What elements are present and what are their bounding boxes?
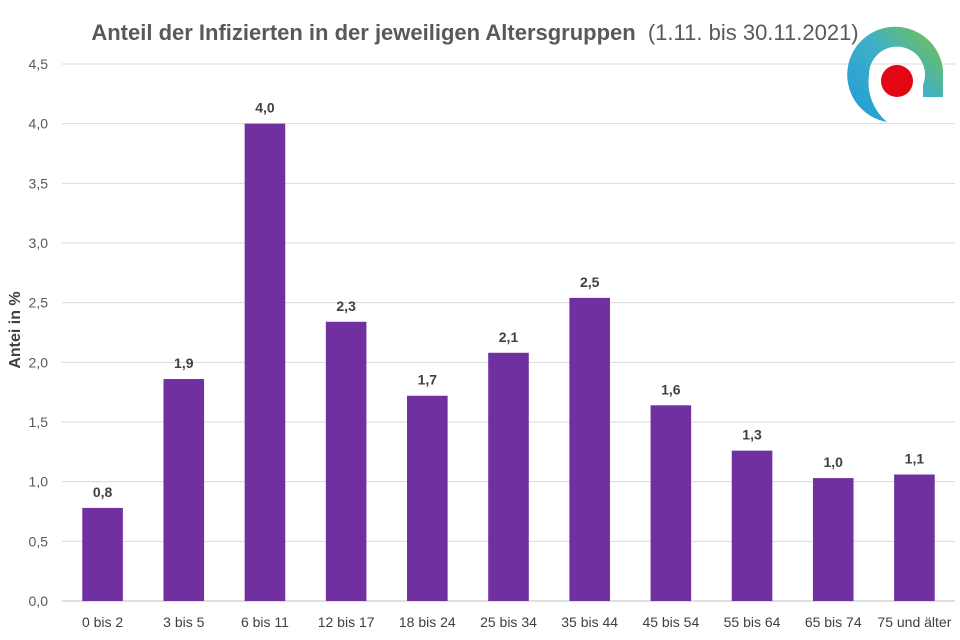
data-label: 1,1: [905, 451, 925, 467]
bar: [894, 474, 935, 601]
bars: [82, 123, 935, 602]
y-tick-label: 1,0: [29, 474, 49, 490]
y-tick-label: 2,5: [29, 295, 49, 311]
data-label: 1,6: [661, 381, 681, 397]
data-label: 2,1: [499, 329, 519, 345]
y-tick-label: 0,0: [29, 593, 49, 609]
data-labels: 0,8 1,9 4,0 2,3 1,7 2,1 2,5 1,6 1,3 1,0 1,1: [93, 100, 924, 500]
bar: [82, 507, 123, 601]
chart-title-period: (1.11. bis 30.11.2021): [648, 20, 859, 45]
data-label: 1,3: [742, 427, 762, 443]
chart-title: Anteil der Infizierten in der jeweiligen…: [91, 20, 858, 45]
chart-title-main: Anteil der Infizierten in der jeweiligen…: [91, 20, 635, 45]
y-tick-label: 0,5: [29, 533, 49, 549]
y-tick-label: 3,5: [29, 175, 49, 191]
x-tick-label: 3 bis 5: [163, 614, 204, 630]
bar: [488, 352, 529, 601]
bar: [325, 321, 367, 601]
y-axis-ticks: 0,0 0,5 1,0 1,5 2,0 2,5 3,0 3,5 4,0 4,5: [29, 56, 49, 609]
y-tick-label: 4,0: [29, 116, 49, 132]
x-tick-label: 75 und älter: [877, 614, 951, 630]
y-tick-label: 4,5: [29, 56, 49, 72]
x-tick-label: 65 bis 74: [805, 614, 862, 630]
x-tick-label: 6 bis 11: [241, 614, 289, 630]
data-label: 1,7: [418, 372, 438, 388]
y-tick-label: 2,0: [29, 354, 49, 370]
logo-icon: [847, 26, 943, 123]
data-label: 0,8: [93, 484, 113, 500]
data-label: 1,0: [823, 454, 843, 470]
x-tick-label: 45 bis 54: [642, 614, 699, 630]
bar: [244, 123, 286, 602]
x-tick-label: 35 bis 44: [561, 614, 618, 630]
data-label: 2,3: [336, 298, 356, 314]
bar: [407, 395, 448, 601]
bar: [163, 379, 205, 601]
x-tick-label: 25 bis 34: [480, 614, 537, 630]
y-axis-title: Antei in %: [7, 291, 24, 368]
data-label: 2,5: [580, 274, 600, 290]
bar: [569, 297, 610, 601]
y-tick-label: 3,0: [29, 235, 49, 251]
x-tick-label: 55 bis 64: [724, 614, 781, 630]
x-tick-label: 18 bis 24: [399, 614, 456, 630]
data-label: 4,0: [255, 100, 275, 116]
x-tick-label: 12 bis 17: [318, 614, 375, 630]
bar: [731, 450, 773, 601]
bar: [650, 405, 692, 601]
bar: [812, 478, 854, 601]
y-tick-label: 1,5: [29, 414, 49, 430]
data-label: 1,9: [174, 355, 194, 371]
x-tick-label: 0 bis 2: [82, 614, 123, 630]
x-axis-labels: 0 bis 2 3 bis 5 6 bis 11 12 bis 17 18 bis 24…: [82, 614, 952, 630]
